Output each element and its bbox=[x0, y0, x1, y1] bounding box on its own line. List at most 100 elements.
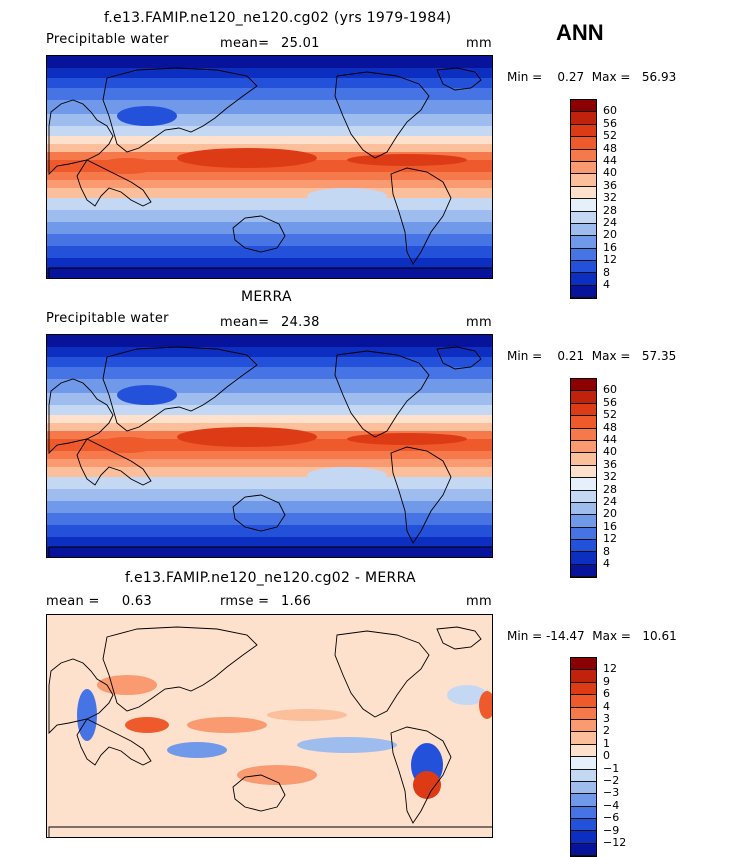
panel-3-anomaly bbox=[267, 709, 347, 721]
panel-3-stat-value: 1.66 bbox=[281, 594, 312, 609]
panel-2-colorbar-swatch bbox=[571, 527, 596, 541]
panel-2-colorbar-swatch bbox=[571, 564, 596, 578]
panel-2-colorbar-swatch bbox=[571, 428, 596, 441]
panel-1-coastline bbox=[390, 167, 452, 265]
panel-2-coastline bbox=[102, 346, 258, 432]
panel-2-dry-region bbox=[117, 385, 177, 405]
panel-1-stat-label: mean= bbox=[220, 36, 270, 51]
panel-1-colorbar-swatch bbox=[571, 161, 596, 175]
panel-1-contour-band bbox=[47, 68, 492, 78]
panel-2-colorbar-tick-label: 28 bbox=[603, 482, 617, 496]
panel-1-colorbar-tick-label: 44 bbox=[603, 154, 617, 167]
panel-2-colorbar-tick-label: 44 bbox=[603, 433, 617, 446]
panel-2-contour-band bbox=[47, 357, 492, 367]
panel-2-coastline bbox=[436, 346, 482, 370]
panel-3-colorbar-swatch bbox=[571, 781, 596, 795]
season-label: ANN bbox=[556, 20, 604, 45]
panel-2-contour-band bbox=[47, 547, 492, 557]
panel-2-contour-band bbox=[47, 423, 492, 431]
panel-3-colorbar-swatch bbox=[571, 806, 596, 820]
panel-1-contour-band bbox=[47, 126, 492, 136]
panel-1-minmax: Min = 0.27 Max = 56.93 bbox=[507, 70, 677, 84]
panel-1-colorbar-tick-label: 4 bbox=[603, 278, 610, 291]
panel-3-colorbar-swatch bbox=[571, 744, 596, 758]
panel-2-colorbar-swatch bbox=[571, 391, 596, 404]
panel-3-coastline bbox=[48, 826, 492, 837]
panel-3-colorbar-tick-label: 1 bbox=[603, 736, 610, 750]
panel-2-colorbar-tick-label: 24 bbox=[603, 495, 617, 508]
panel-3-anomaly bbox=[479, 691, 492, 719]
panel-2-colorbar-swatch bbox=[571, 465, 596, 479]
panel-2-colorbar-swatch bbox=[571, 502, 596, 516]
panel-3-colorbar-tick-label: −6 bbox=[603, 811, 620, 825]
panel-2-contour-band bbox=[47, 451, 492, 459]
panel-3-colorbar-swatch bbox=[571, 695, 596, 708]
panel-3-anomaly bbox=[413, 771, 441, 799]
panel-1-colorbar-swatch bbox=[571, 236, 596, 249]
panel-2-dry-tongue bbox=[307, 467, 387, 483]
panel-3-anomaly bbox=[77, 689, 97, 741]
panel-3-colorbar-swatch bbox=[571, 757, 596, 770]
panel-3-colorbar bbox=[570, 657, 597, 857]
panel-2-contour-band bbox=[47, 459, 492, 467]
panel-1-contour-band bbox=[47, 210, 492, 222]
panel-1-contour-band bbox=[47, 222, 492, 234]
panel-2-colorbar-swatch bbox=[571, 490, 596, 503]
panel-1-map bbox=[46, 55, 493, 279]
panel-1-colorbar-swatch bbox=[571, 112, 596, 125]
panel-1-stat-value: 25.01 bbox=[281, 36, 320, 51]
panel-2-variable: Precipitable water bbox=[46, 311, 169, 326]
panel-1-colorbar-tick-label: 12 bbox=[603, 253, 617, 267]
panel-1-colorbar-swatch bbox=[571, 285, 596, 299]
panel-2-contour-band bbox=[47, 335, 492, 347]
panel-2-coastline bbox=[334, 350, 430, 438]
panel-2-colorbar-swatch bbox=[571, 540, 596, 553]
panel-1-title: f.e13.FAMIP.ne120_ne120.cg02 (yrs 1979-1… bbox=[104, 10, 452, 26]
panel-1-colorbar-swatch bbox=[571, 211, 596, 224]
panel-1-contour-band bbox=[47, 180, 492, 188]
panel-2-contour-band bbox=[47, 379, 492, 393]
panel-1-colorbar-swatch bbox=[571, 186, 596, 200]
panel-2-colorbar-swatch bbox=[571, 440, 596, 454]
panel-1-contour-band bbox=[47, 114, 492, 126]
panel-2-colorbar-tick-label: 32 bbox=[603, 470, 617, 484]
panel-1-colorbar-tick-label: 24 bbox=[603, 216, 617, 229]
panel-2-contour-band bbox=[47, 489, 492, 501]
panel-3-colorbar-tick-label: 2 bbox=[603, 724, 610, 738]
panel-2-colorbar-swatch bbox=[571, 416, 596, 429]
panel-1-colorbar-tick-label: 28 bbox=[603, 203, 617, 217]
panel-1-colorbar-swatch bbox=[571, 273, 596, 286]
panel-3-anomaly bbox=[447, 685, 487, 705]
panel-3-coastline bbox=[102, 626, 258, 712]
panel-1-colorbar-tick-label: 8 bbox=[603, 265, 610, 279]
panel-3-coastline bbox=[76, 718, 152, 766]
panel-3-anomaly bbox=[297, 737, 397, 753]
panel-3-coastline bbox=[334, 630, 430, 718]
panel-2-colorbar-tick-label: 40 bbox=[603, 445, 617, 459]
panel-1-colorbar-tick-label: 52 bbox=[603, 129, 617, 143]
panel-2-coastline bbox=[76, 438, 152, 486]
panel-3-colorbar-tick-label: −3 bbox=[603, 786, 620, 800]
panel-1-dry-tongue bbox=[307, 188, 387, 204]
panel-2-colorbar-tick-label: 8 bbox=[603, 544, 610, 558]
panel-1-contour-band bbox=[47, 258, 492, 268]
panel-3-anomaly bbox=[97, 675, 157, 695]
panel-2-contour-band bbox=[47, 537, 492, 547]
panel-1-colorbar-tick-label: 16 bbox=[603, 240, 617, 254]
panel-3-colorbar-tick-label: −1 bbox=[603, 761, 620, 775]
panel-2-warm-pool bbox=[347, 433, 467, 445]
panel-1-units: mm bbox=[466, 36, 492, 51]
panel-2-contour-band bbox=[47, 393, 492, 405]
panel-2-colorbar-tick-label: 48 bbox=[603, 420, 617, 434]
panel-2-colorbar-tick-label: 52 bbox=[603, 408, 617, 422]
panel-3-coastline bbox=[232, 774, 286, 812]
panel-1-colorbar-tick-label: 56 bbox=[603, 116, 617, 130]
panel-2-stat-value: 24.38 bbox=[281, 315, 320, 330]
panel-3-colorbar-tick-label: −4 bbox=[603, 798, 620, 812]
panel-1-colorbar-tick-label: 36 bbox=[603, 178, 617, 192]
panel-1-warm-pool bbox=[177, 148, 317, 168]
panel-2-colorbar-tick-label: 60 bbox=[603, 383, 617, 397]
panel-1-colorbar-swatch bbox=[571, 199, 596, 212]
panel-1-colorbar-swatch bbox=[571, 248, 596, 262]
panel-2-colorbar-swatch bbox=[571, 453, 596, 466]
